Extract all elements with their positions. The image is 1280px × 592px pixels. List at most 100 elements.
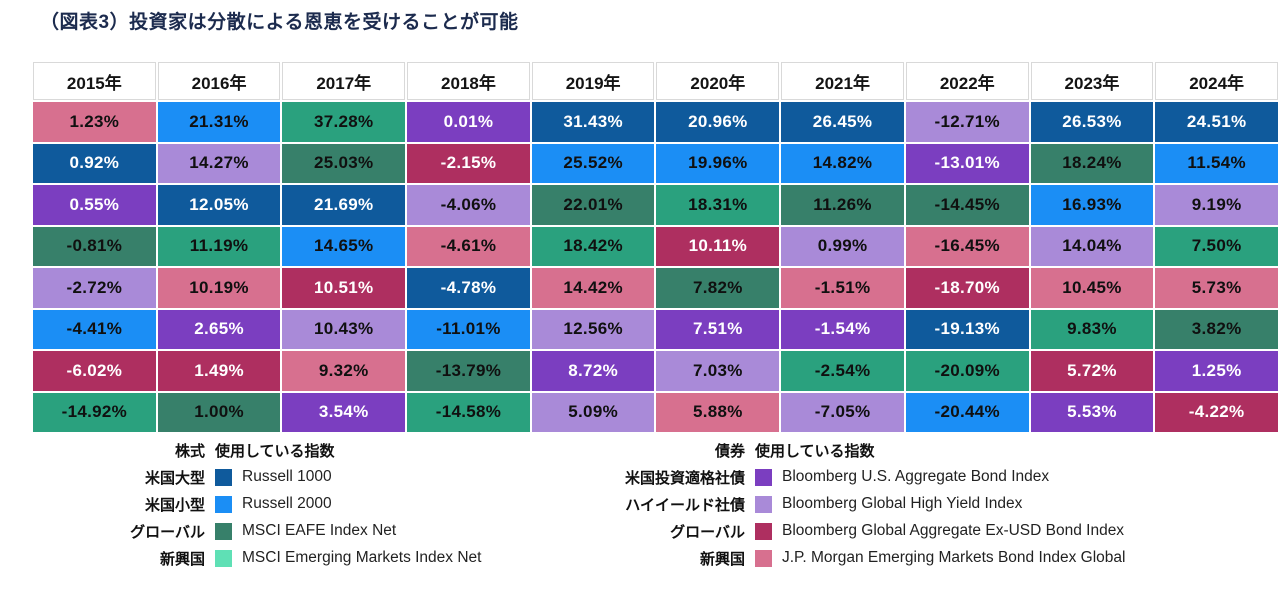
return-cell: 11.54% [1155,143,1278,183]
legend-color-swatch [755,495,772,513]
return-cell: 12.56% [531,309,655,349]
year-header: 2017年 [282,62,406,100]
equity-legend: 株式 使用している指数 米国大型 Russell 1000 米国小型 Russell 20… [108,441,482,568]
return-cell: 37.28% [282,102,406,142]
return-cell: 18.24% [1030,143,1154,183]
year-header: 2015年 [33,62,156,100]
legend-color-swatch [215,468,232,486]
legend-category-label: 新興国 [699,550,745,568]
return-cell: -0.81% [33,226,156,266]
return-cell: 26.53% [1030,102,1154,142]
return-cell: -1.54% [781,309,904,349]
return-cell: 10.51% [282,268,406,308]
return-cell: -2.72% [33,268,156,308]
return-cell: 18.31% [656,185,780,225]
return-cell: 26.45% [781,102,904,142]
return-cell: -4.22% [1155,392,1278,432]
return-cell: 12.05% [157,185,281,225]
return-cell: -4.61% [407,226,530,266]
return-cell: -20.09% [905,351,1029,391]
legend-category-label: 米国投資適格社債 [624,469,745,487]
return-cell: 10.45% [1030,268,1154,308]
return-cell: -14.92% [33,392,156,432]
return-cell: 0.55% [33,185,156,225]
legend-color-swatch [215,495,232,513]
return-cell: 20.96% [656,102,780,142]
return-cell: 1.23% [33,102,156,142]
legend-category-label: ハイイールド社債 [625,496,745,514]
return-cell: -20.44% [905,392,1029,432]
legend-index-name: J.P. Morgan Emerging Markets Bond Index … [782,549,1126,566]
return-cell: -1.51% [781,268,904,308]
year-header: 2022年 [905,62,1029,100]
legend-color-swatch [215,522,232,540]
return-cell: 3.82% [1155,309,1278,349]
return-cell: 10.43% [282,309,406,349]
return-cell: -7.05% [781,392,904,432]
legend-index-name: MSCI Emerging Markets Index Net [242,549,482,566]
return-cell: -4.41% [33,309,156,349]
return-cell: 14.27% [157,143,281,183]
legend-index-header: 使用している指数 [215,442,335,460]
return-cell: -14.45% [905,185,1029,225]
year-header: 2018年 [407,62,530,100]
return-cell: 10.19% [157,268,281,308]
year-header: 2021年 [781,62,904,100]
return-cell: 24.51% [1155,102,1278,142]
year-header: 2016年 [157,62,281,100]
legend-color-swatch [755,468,772,486]
return-cell: 14.42% [531,268,655,308]
year-header: 2019年 [531,62,655,100]
return-cell: -4.06% [407,185,530,225]
return-cell: 25.52% [531,143,655,183]
return-cell: -13.01% [905,143,1029,183]
legend-index-name: Bloomberg U.S. Aggregate Bond Index [782,468,1050,485]
return-cell: 0.01% [407,102,530,142]
return-cell: -14.58% [407,392,530,432]
return-cell: -11.01% [407,309,530,349]
return-cell: 7.03% [656,351,780,391]
legend-category-label: 米国大型 [144,469,205,487]
return-cell: 21.69% [282,185,406,225]
return-cell: 5.73% [1155,268,1278,308]
legend-color-swatch [755,549,772,567]
return-cell: -13.79% [407,351,530,391]
return-cell: 5.09% [531,392,655,432]
legend-color-swatch [755,522,772,540]
year-header: 2020年 [656,62,780,100]
returns-table: 2015年 2016年 2017年 2018年 2019年 2020年 2021年 2022年… [33,62,1278,432]
return-cell: 9.32% [282,351,406,391]
return-cell: 3.54% [282,392,406,432]
return-cell: -19.13% [905,309,1029,349]
return-cell: -18.70% [905,268,1029,308]
return-cell: 21.31% [157,102,281,142]
year-header: 2023年 [1030,62,1154,100]
return-cell: 0.92% [33,143,156,183]
bond-legend: 債券 使用している指数 米国投資適格社債 Bloomberg U.S. Aggrega… [585,441,1126,568]
return-cell: 10.11% [656,226,780,266]
return-cell: 16.93% [1030,185,1154,225]
legend-category-label: グローバル [130,523,205,541]
return-cell: 7.51% [656,309,780,349]
return-cell: 14.82% [781,143,904,183]
return-cell: 1.25% [1155,351,1278,391]
legend-index-name: Bloomberg Global Aggregate Ex-USD Bond I… [782,522,1125,539]
legend-category-label: 米国小型 [144,496,205,514]
return-cell: -12.71% [905,102,1029,142]
return-cell: 5.88% [656,392,780,432]
return-cell: -2.15% [407,143,530,183]
return-cell: 7.82% [656,268,780,308]
return-cell: 7.50% [1155,226,1278,266]
return-cell: 0.99% [781,226,904,266]
return-cell: 5.72% [1030,351,1154,391]
return-cell: 9.19% [1155,185,1278,225]
year-header: 2024年 [1155,62,1278,100]
return-cell: -16.45% [905,226,1029,266]
legend-category-label: グローバル [670,523,745,541]
return-cell: 11.26% [781,185,904,225]
return-cell: 14.65% [282,226,406,266]
return-cell: 1.49% [157,351,281,391]
legend-category-header: 株式 [174,442,205,460]
return-cell: 2.65% [157,309,281,349]
return-cell: 25.03% [282,143,406,183]
